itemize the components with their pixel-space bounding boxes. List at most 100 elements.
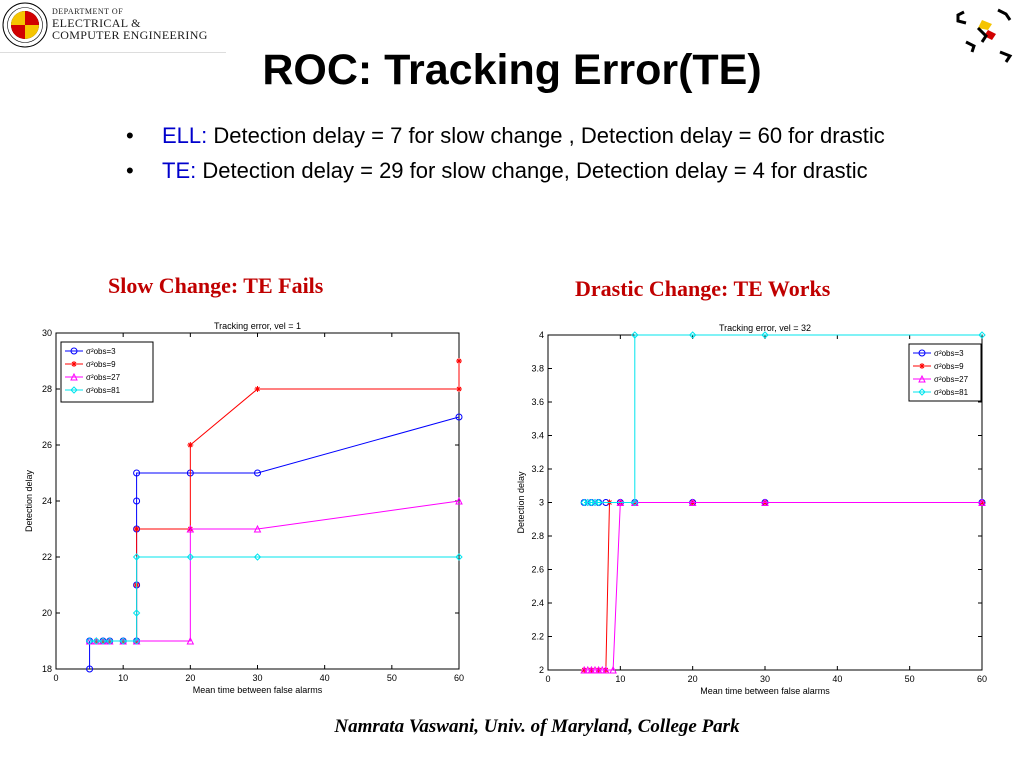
data-point bbox=[253, 553, 262, 561]
department-name: DEPARTMENT OF ELECTRICAL & COMPUTER ENGI… bbox=[52, 6, 208, 41]
legend-label: σ²obs=27 bbox=[934, 375, 969, 384]
y-tick-label: 3.8 bbox=[531, 364, 544, 374]
data-point bbox=[254, 386, 261, 392]
y-tick-label: 24 bbox=[42, 496, 52, 506]
x-tick-label: 20 bbox=[185, 673, 195, 683]
x-tick-label: 30 bbox=[252, 673, 262, 683]
data-point bbox=[71, 361, 77, 367]
x-tick-label: 10 bbox=[615, 674, 625, 684]
data-point bbox=[583, 665, 592, 674]
data-point bbox=[455, 413, 463, 421]
data-point bbox=[85, 637, 94, 645]
data-point bbox=[119, 637, 127, 645]
data-point bbox=[186, 636, 195, 645]
data-point bbox=[919, 363, 925, 369]
y-axis-label: Detection delay bbox=[24, 469, 34, 532]
data-point bbox=[602, 665, 610, 674]
data-point bbox=[580, 665, 588, 674]
footer-credit: Namrata Vaswani, Univ. of Maryland, Coll… bbox=[334, 716, 740, 737]
y-tick-label: 3.2 bbox=[531, 464, 544, 474]
data-point bbox=[70, 386, 78, 394]
chart-heading-drastic: Drastic Change: TE Works bbox=[575, 276, 831, 301]
data-point bbox=[455, 553, 463, 561]
data-point bbox=[594, 665, 603, 674]
data-point bbox=[594, 498, 603, 507]
y-tick-label: 3 bbox=[539, 498, 544, 508]
data-point bbox=[70, 372, 78, 381]
data-point bbox=[455, 496, 463, 505]
data-point bbox=[631, 331, 639, 339]
department-line-3: COMPUTER ENGINEERING bbox=[52, 28, 208, 42]
data-point bbox=[609, 665, 617, 674]
x-tick-label: 40 bbox=[832, 674, 842, 684]
data-point bbox=[253, 524, 262, 533]
bullet-symbol: • bbox=[126, 158, 134, 183]
y-tick-label: 26 bbox=[42, 440, 52, 450]
data-point bbox=[456, 386, 462, 392]
data-point bbox=[186, 553, 195, 561]
data-point bbox=[761, 331, 769, 339]
series-line bbox=[89, 556, 459, 642]
x-tick-label: 50 bbox=[387, 673, 397, 683]
bullet-symbol: • bbox=[126, 123, 134, 148]
data-point bbox=[456, 358, 462, 364]
corner-logo-icon bbox=[956, 8, 1013, 63]
y-tick-label: 2.6 bbox=[531, 565, 544, 575]
university-seal-icon bbox=[2, 2, 48, 48]
legend-label: σ²obs=3 bbox=[86, 347, 116, 356]
chart-drastic-change: Tracking error, vel = 32 0 10 20 30 40 50 60 2 2.… bbox=[516, 323, 987, 696]
y-tick-label: 30 bbox=[42, 328, 52, 338]
y-tick-label: 28 bbox=[42, 384, 52, 394]
x-tick-label: 20 bbox=[688, 674, 698, 684]
x-axis-label: Mean time between false alarms bbox=[700, 686, 830, 696]
legend-label: σ²obs=81 bbox=[934, 388, 969, 397]
y-tick-label: 3.4 bbox=[531, 431, 544, 441]
y-tick-label: 4 bbox=[539, 330, 544, 340]
department-line-2: ELECTRICAL & bbox=[52, 16, 141, 30]
y-tick-label: 2.4 bbox=[531, 598, 544, 608]
series-line bbox=[584, 334, 982, 503]
bullet-keyword: TE: bbox=[162, 158, 197, 183]
data-point bbox=[761, 498, 769, 506]
data-point bbox=[978, 331, 986, 339]
x-tick-label: 60 bbox=[977, 674, 987, 684]
bullet-text: Detection delay = 7 for slow change , De… bbox=[207, 123, 885, 148]
data-point bbox=[688, 498, 697, 506]
x-tick-label: 0 bbox=[53, 673, 58, 683]
bullet-item-te: • TE: Detection delay = 29 for slow chan… bbox=[126, 157, 976, 184]
y-tick-label: 2.2 bbox=[531, 632, 544, 642]
bullet-keyword: ELL: bbox=[162, 123, 208, 148]
y-tick-label: 2 bbox=[539, 665, 544, 675]
data-point bbox=[587, 665, 596, 674]
bullet-list: • ELL: Detection delay = 7 for slow chan… bbox=[126, 122, 976, 192]
data-point bbox=[106, 637, 114, 645]
data-point bbox=[918, 349, 926, 357]
data-point bbox=[688, 331, 697, 339]
data-point bbox=[132, 637, 141, 645]
data-point bbox=[918, 388, 926, 396]
bullet-item-ell: • ELL: Detection delay = 7 for slow chan… bbox=[126, 122, 976, 149]
x-tick-label: 30 bbox=[760, 674, 770, 684]
data-point bbox=[86, 665, 94, 673]
y-tick-label: 3.6 bbox=[531, 397, 544, 407]
x-tick-label: 10 bbox=[118, 673, 128, 683]
x-tick-label: 40 bbox=[320, 673, 330, 683]
y-tick-label: 22 bbox=[42, 552, 52, 562]
chart-heading-slow: Slow Change: TE Fails bbox=[108, 273, 324, 298]
legend-label: σ²obs=81 bbox=[86, 386, 121, 395]
legend-label: σ²obs=9 bbox=[86, 360, 116, 369]
plot-title: Tracking error, vel = 1 bbox=[214, 321, 301, 331]
data-point bbox=[92, 637, 101, 645]
legend-box bbox=[60, 341, 154, 403]
data-point bbox=[918, 374, 926, 383]
chart-slow-change: Tracking error, vel = 1 0 10 20 30 40 50 60 18 20… bbox=[24, 321, 464, 695]
data-point bbox=[133, 497, 141, 505]
x-tick-label: 50 bbox=[905, 674, 915, 684]
data-point bbox=[133, 469, 141, 477]
data-point bbox=[186, 524, 195, 533]
data-point bbox=[631, 498, 639, 507]
data-point bbox=[132, 553, 141, 561]
y-tick-label: 20 bbox=[42, 608, 52, 618]
department-logo: DEPARTMENT OF ELECTRICAL & COMPUTER ENGI… bbox=[0, 0, 226, 53]
bullet-text: Detection delay = 29 for slow change, De… bbox=[196, 158, 868, 183]
